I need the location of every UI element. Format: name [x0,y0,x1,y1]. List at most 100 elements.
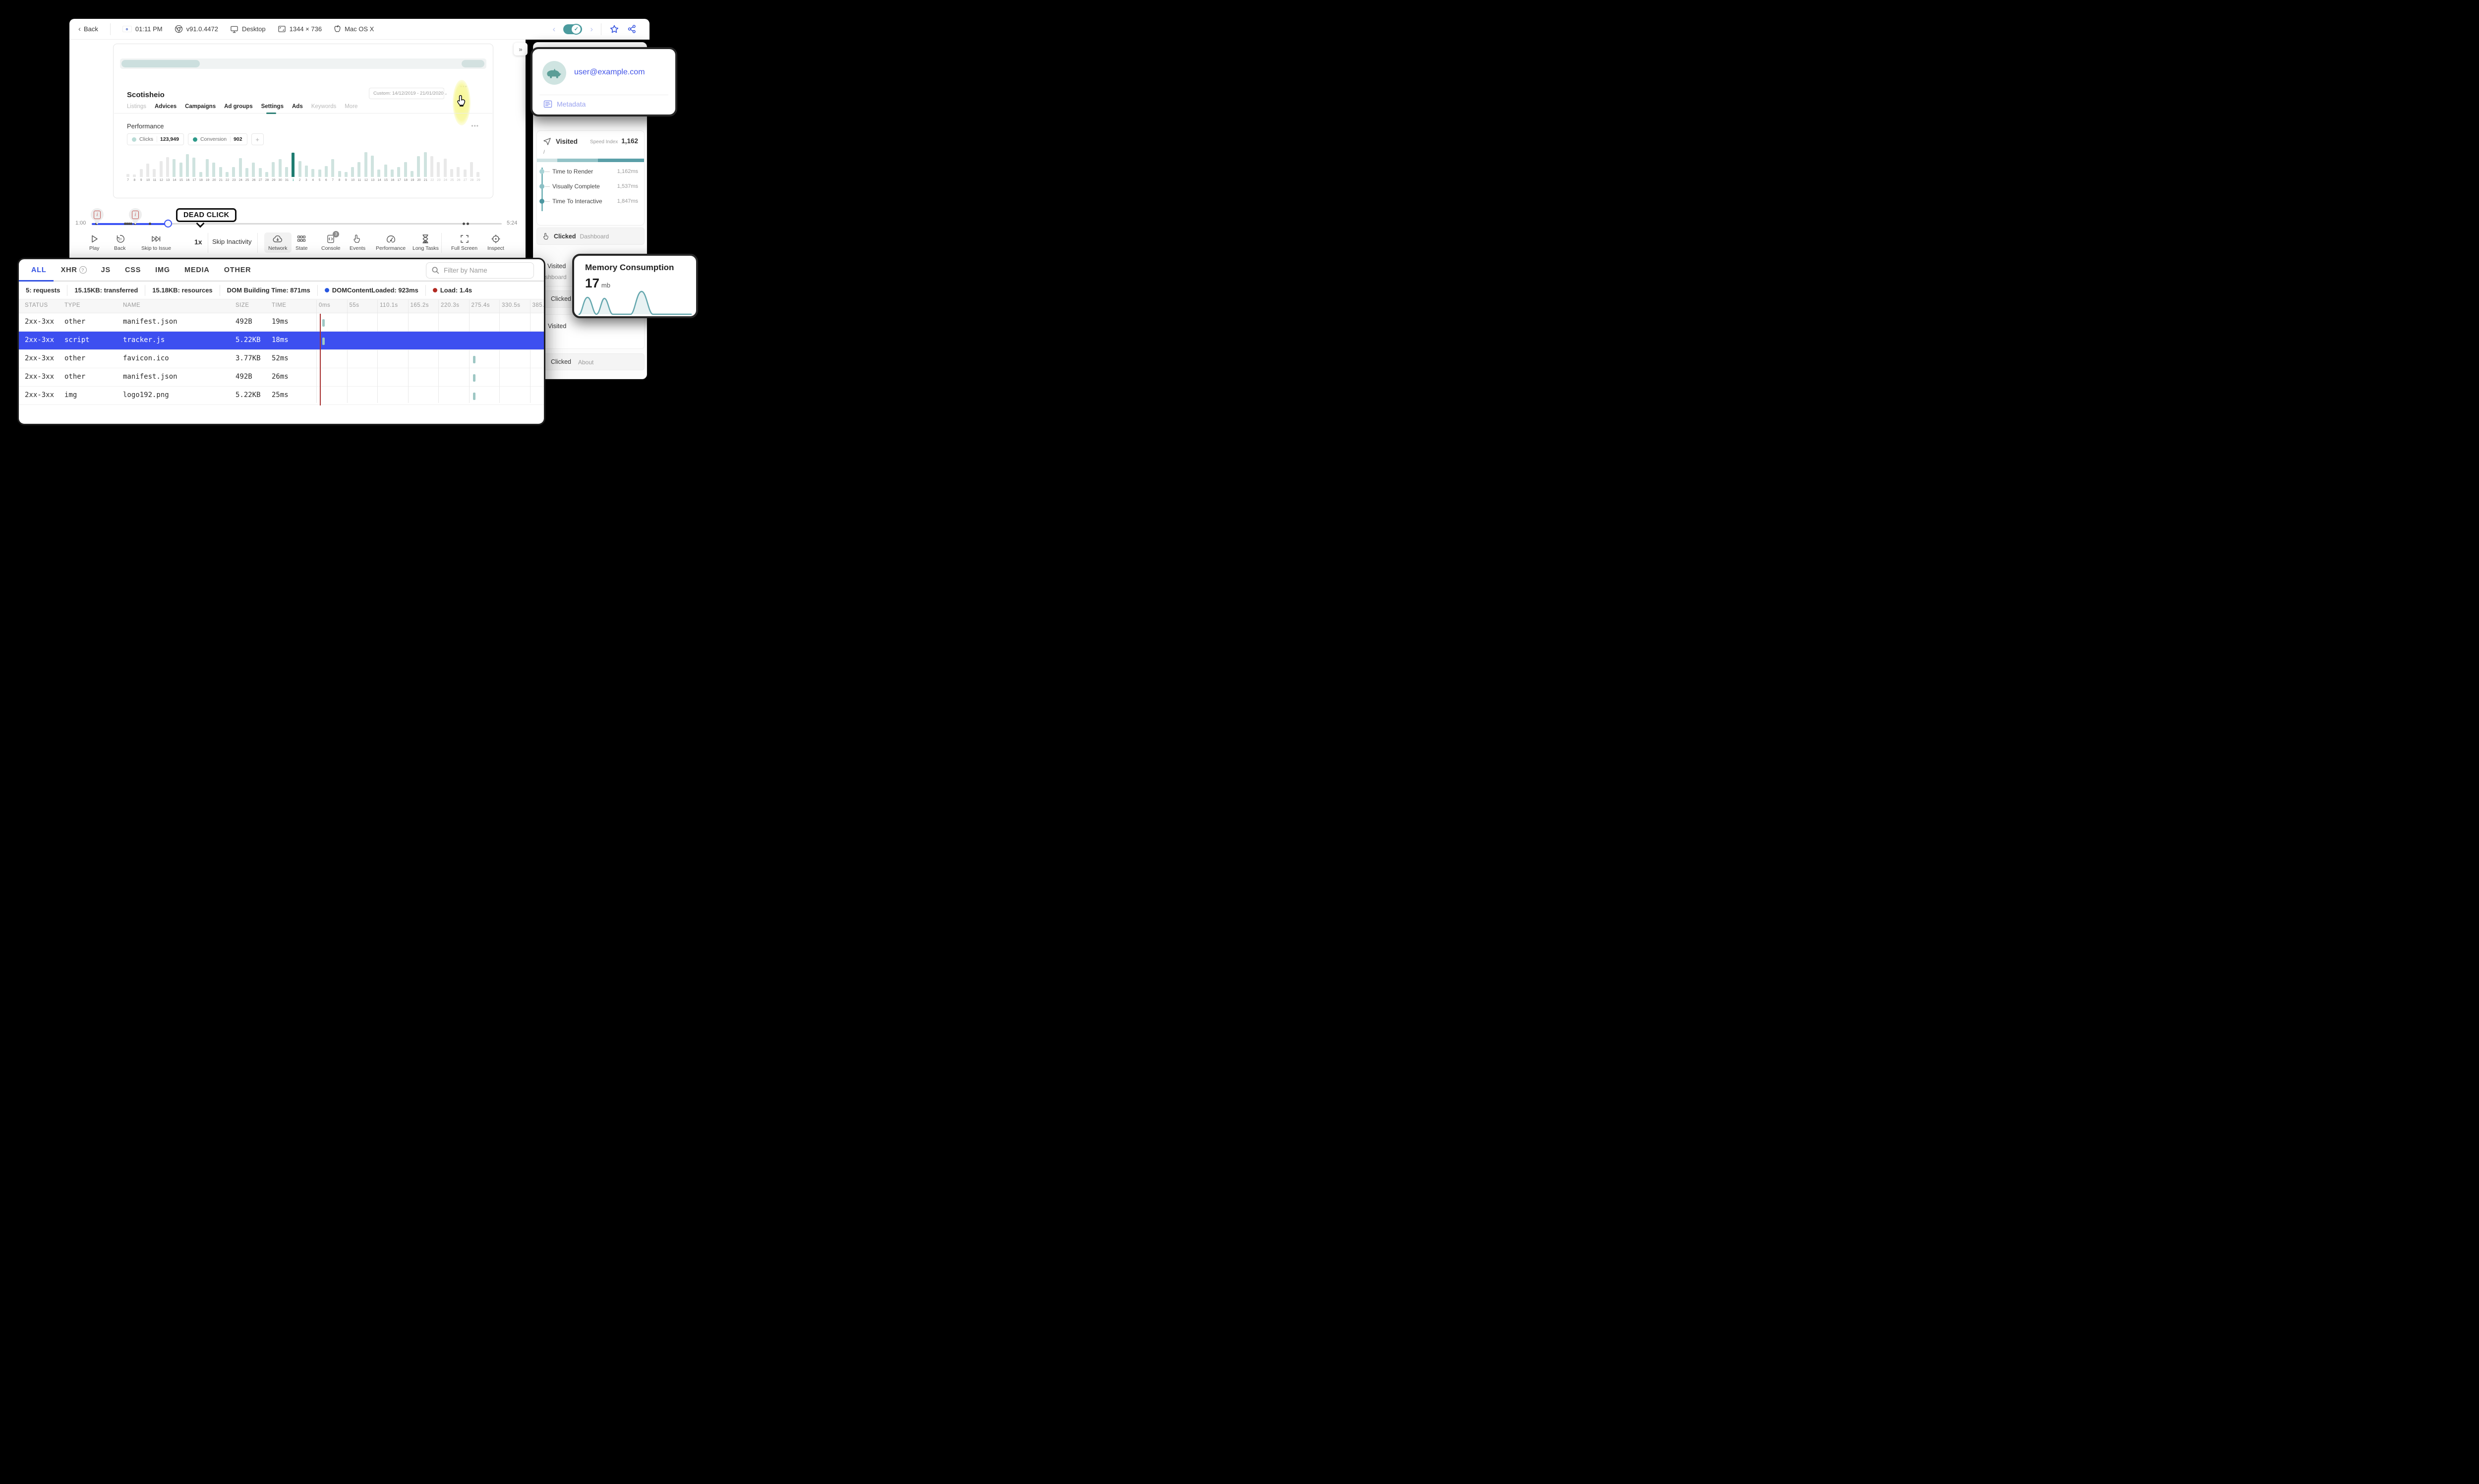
site-tab-keywords[interactable]: Keywords [311,104,337,110]
console-panel-button[interactable]: 3 Console [321,231,341,251]
skip-inactivity-button[interactable]: Skip Inactivity [212,238,252,245]
network-tab-all[interactable]: ALL [31,266,47,274]
column-header-name[interactable]: NAME [123,302,141,308]
chart-bar [238,158,242,177]
autoplay-toggle[interactable]: ✓ [563,23,583,35]
network-panel-button[interactable]: Network [264,232,292,253]
load-metric-row: Time to Render 1,162ms [537,167,644,176]
user-email[interactable]: user@example.com [574,68,645,76]
chart-bar [450,169,454,177]
playback-speed-button[interactable]: 1x [194,238,202,246]
cell-time: 26ms [272,373,289,381]
event-clicked-about[interactable]: Clicked About [536,353,645,370]
inspect-button[interactable]: Inspect [487,234,504,251]
issue-marker-pin[interactable]: i [91,208,104,225]
request-row[interactable]: 2xx-3xx other favicon.ico 3.77KB 52ms [19,350,544,368]
network-tab-media[interactable]: MEDIA [184,266,210,274]
column-header-time[interactable]: TIME [272,302,287,308]
issue-info-icon: i [94,210,101,219]
chart-x-label: 18 [404,178,408,182]
chart-bar [423,152,427,177]
chart-x-label: 12 [159,178,163,182]
hand-pointer-icon [354,234,360,243]
network-tab-xhr[interactable]: XHR? [61,266,87,274]
site-tab-more[interactable]: More [345,104,358,110]
tab-label: CSS [124,266,141,274]
next-session-button[interactable]: › [590,24,593,34]
timeline-event-dot[interactable] [128,223,131,225]
back-10s-button[interactable]: 10 Back [114,234,125,251]
skip-to-issue-button[interactable]: Skip to Issue [141,234,171,251]
chart-bar [304,165,308,177]
timeline-event-dot[interactable] [123,223,126,225]
chart-x-label: 24 [443,178,447,182]
timeline-event-dot[interactable] [126,223,129,225]
event-clicked-dashboard[interactable]: Clicked Dashboard [536,228,645,245]
timeline-event-dot[interactable] [467,223,470,225]
chart-bar [298,161,301,177]
full-screen-button[interactable]: Full Screen [451,234,477,251]
event-action: Visited [547,263,566,270]
metadata-button[interactable]: Metadata [543,100,586,108]
add-metric-button[interactable]: + [251,133,264,145]
performance-panel-button[interactable]: Performance [376,234,406,251]
events-panel-button[interactable]: Events [350,234,365,251]
skeleton-pill [462,60,484,67]
chart-bar [225,171,229,177]
collapse-panel-button[interactable]: » [514,43,528,56]
issue-marker-pin[interactable]: i [129,208,142,225]
metric-chip-clicks[interactable]: Clicks 123,949 [127,133,184,145]
event-visited[interactable]: Visited [536,314,645,349]
top-bar: ‹ Back 01:11 PM v91.0.4472 Desktop 1344 … [69,19,649,40]
user-card: user@example.com Metadata [531,47,677,116]
request-row[interactable]: 2xx-3xx img logo192.png 5.22KB 25ms [19,387,544,405]
play-button[interactable]: Play [89,234,99,251]
hand-pointer-icon [543,232,548,239]
network-tab-css[interactable]: CSS [125,266,141,274]
site-tab-listings[interactable]: Listings [127,104,146,110]
chart-bar [311,169,315,177]
network-tab-other[interactable]: OTHER [224,266,251,274]
metric-chip-conversion[interactable]: Conversion 902 [187,133,247,145]
timeline-event-dot[interactable] [148,223,151,225]
state-panel-button[interactable]: State [295,234,308,251]
cell-time: 18ms [272,336,289,344]
site-tab-campaigns[interactable]: Campaigns [185,104,216,110]
site-tab-settings[interactable]: Settings [261,104,284,110]
cell-status: 2xx-3xx [25,391,55,399]
date-range-picker[interactable]: Custom: 14/12/2019 - 21/01/2020 ⌄ [369,88,448,99]
share-icon[interactable] [627,24,637,34]
long-tasks-panel-button[interactable]: Long Tasks [413,234,439,251]
timeline-event-dot[interactable] [463,223,466,225]
section-menu-icon[interactable]: ••• [471,122,479,129]
chart-x-label: 29 [272,178,276,182]
replay-viewport: » Scotisheio Custom: 14/12/2019 - 21/01/… [69,40,528,258]
back-button[interactable]: ‹ Back [78,25,98,33]
column-header-size[interactable]: SIZE [236,302,249,308]
request-row[interactable]: 2xx-3xx other manifest.json 492B 26ms [19,368,544,387]
visited-metrics-card[interactable]: Visited Speed Index 1,162 / Time to Rend… [536,130,645,226]
chart-bar [212,162,216,177]
site-tab-ads[interactable]: Ads [292,104,303,110]
network-tab-img[interactable]: IMG [155,266,170,274]
timeline-event-dot[interactable] [130,223,133,225]
site-tab-advices[interactable]: Advices [155,104,177,110]
prev-session-button[interactable]: ‹ [552,24,556,34]
request-row[interactable]: 2xx-3xx script tracker.js 5.22KB 18ms [19,332,544,350]
chart-bar [357,162,361,177]
crosshair-icon [491,234,500,243]
bookmark-star-icon[interactable] [609,24,619,34]
playhead-handle[interactable] [164,220,172,228]
site-tab-ad-groups[interactable]: Ad groups [224,104,253,110]
timeline-track[interactable] [92,220,502,228]
network-tab-js[interactable]: JS [101,266,111,274]
column-header-status[interactable]: STATUS [25,302,48,308]
column-header-type[interactable]: TYPE [64,302,81,308]
filter-input[interactable] [444,267,523,274]
request-row[interactable]: 2xx-3xx other manifest.json 492B 19ms [19,313,544,332]
chart-bar [384,165,387,177]
chart-bar [324,166,328,177]
help-icon[interactable]: ? [79,266,87,274]
chart-x-label: 15 [384,178,388,182]
chart-bar [179,162,182,177]
